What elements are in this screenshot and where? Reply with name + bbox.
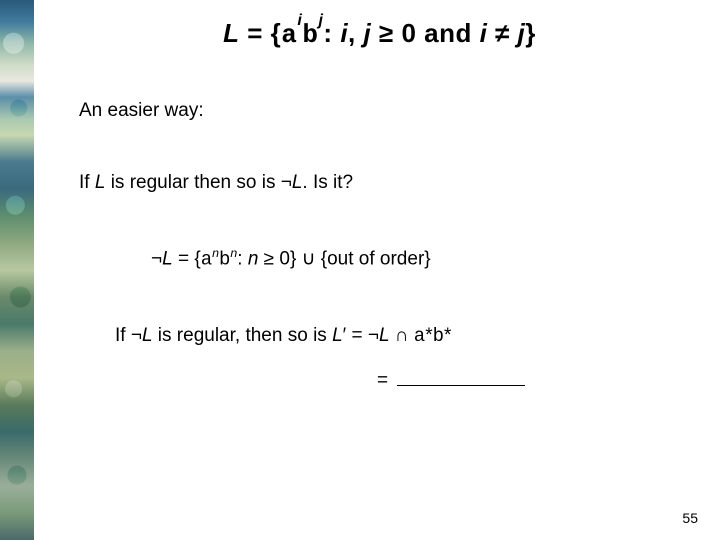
title-a: a bbox=[281, 20, 297, 50]
title-i: i bbox=[340, 18, 348, 48]
title-sup-i: i bbox=[297, 11, 302, 29]
title-colon: : bbox=[323, 18, 340, 48]
line-lprime: If ¬L is regular, then so is L′ = ¬L ∩ a… bbox=[115, 323, 690, 350]
line-if-regular: If L is regular then so is ¬L. Is it? bbox=[79, 170, 690, 196]
title-b: b bbox=[302, 20, 318, 50]
line-complement-def: ¬L = {anbn: n ≥ 0} ∪ {out of order} bbox=[151, 245, 690, 273]
page-title: L = {aibj: i, j ≥ 0 and i ≠ j} bbox=[79, 18, 690, 50]
page-number: 55 bbox=[682, 510, 698, 526]
fill-in-blank bbox=[397, 366, 525, 386]
line-blank: = bbox=[377, 366, 690, 394]
title-comma: , bbox=[348, 18, 363, 48]
title-L: L bbox=[223, 18, 239, 48]
title-ge: ≥ 0 and bbox=[371, 18, 479, 48]
title-sup-j: j bbox=[318, 11, 323, 29]
decorative-sidebar bbox=[0, 0, 34, 540]
title-ne: ≠ bbox=[487, 18, 517, 48]
title-close: } bbox=[525, 18, 536, 48]
title-eq: = { bbox=[239, 18, 281, 48]
line-easier: An easier way: bbox=[79, 98, 690, 124]
slide-content: L = {aibj: i, j ≥ 0 and i ≠ j} An easier… bbox=[34, 0, 720, 540]
